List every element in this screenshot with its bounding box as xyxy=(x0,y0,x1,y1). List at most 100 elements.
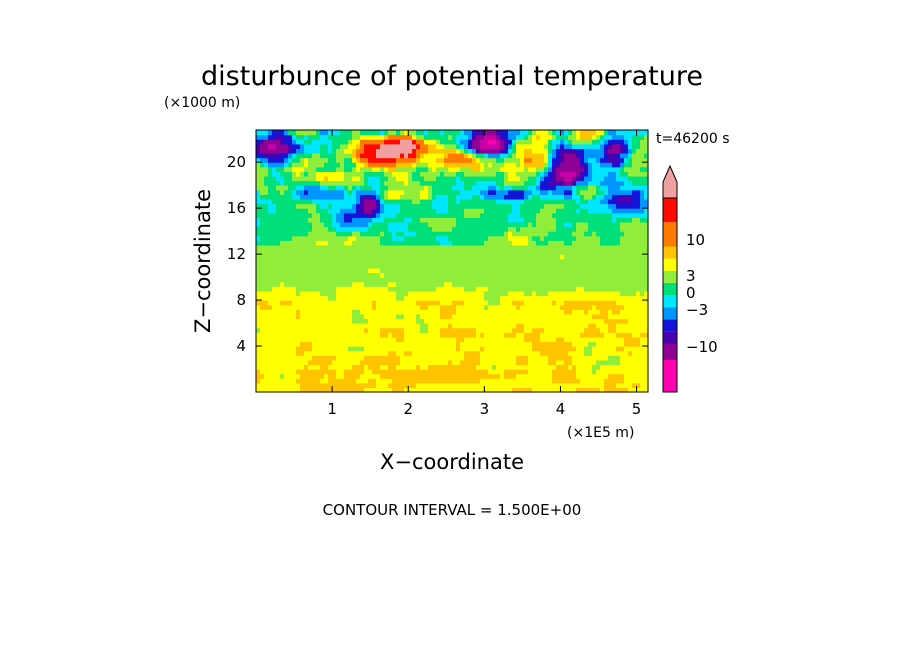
heatmap-cell xyxy=(452,180,457,186)
heatmap-cell xyxy=(260,323,265,329)
heatmap-cell xyxy=(348,208,353,214)
heatmap-cell xyxy=(540,272,545,278)
heatmap-cell xyxy=(456,327,461,333)
heatmap-cell xyxy=(436,359,441,366)
heatmap-cell xyxy=(352,281,357,287)
heatmap-cell xyxy=(388,387,393,393)
heatmap-cell xyxy=(588,300,593,306)
heatmap-cell xyxy=(364,359,369,366)
heatmap-cell xyxy=(472,166,477,172)
heatmap-cell xyxy=(504,166,509,172)
heatmap-cell xyxy=(500,382,505,389)
heatmap-cell xyxy=(320,369,325,375)
heatmap-cell xyxy=(464,212,469,218)
heatmap-cell xyxy=(564,143,569,149)
heatmap-cell xyxy=(512,341,517,347)
heatmap-cell xyxy=(568,318,573,324)
heatmap-cell xyxy=(292,300,297,306)
heatmap-cell xyxy=(280,185,285,191)
heatmap-cell xyxy=(412,327,417,333)
heatmap-cell xyxy=(296,235,301,241)
heatmap-cell xyxy=(408,290,413,297)
heatmap-cell xyxy=(268,327,273,333)
heatmap-cell xyxy=(520,304,525,310)
heatmap-cell xyxy=(440,369,445,375)
heatmap-cell xyxy=(392,346,397,352)
heatmap-cell xyxy=(492,281,497,287)
heatmap-cell xyxy=(584,373,589,379)
heatmap-cell xyxy=(492,272,497,278)
heatmap-cell xyxy=(592,313,597,320)
heatmap-cell xyxy=(524,194,529,200)
heatmap-cell xyxy=(324,267,329,274)
heatmap-cell xyxy=(368,336,373,343)
heatmap-cell xyxy=(428,157,433,163)
heatmap-cell xyxy=(480,313,485,320)
heatmap-cell xyxy=(592,208,597,214)
heatmap-cell xyxy=(536,139,541,145)
heatmap-cell xyxy=(568,185,573,191)
heatmap-cell xyxy=(288,203,293,209)
heatmap-cell xyxy=(464,286,469,292)
heatmap-cell xyxy=(280,221,285,228)
heatmap-cell xyxy=(404,217,409,223)
heatmap-cell xyxy=(456,254,461,260)
heatmap-cell xyxy=(420,286,425,292)
heatmap-cell xyxy=(316,327,321,333)
heatmap-cell xyxy=(284,272,289,278)
heatmap-cell xyxy=(468,323,473,329)
heatmap-cell xyxy=(584,267,589,274)
heatmap-cell xyxy=(360,355,365,361)
heatmap-cell xyxy=(376,166,381,172)
heatmap-cell xyxy=(540,295,545,301)
heatmap-cell xyxy=(320,231,325,237)
heatmap-cell xyxy=(440,226,445,232)
heatmap-cell xyxy=(328,359,333,366)
heatmap-cell xyxy=(600,286,605,292)
heatmap-cell xyxy=(516,185,521,191)
heatmap-cell xyxy=(340,249,345,255)
heatmap-cell xyxy=(304,180,309,186)
heatmap-cell xyxy=(568,300,573,306)
heatmap-cell xyxy=(456,139,461,145)
heatmap-cell xyxy=(332,185,337,191)
heatmap-cell xyxy=(340,286,345,292)
heatmap-cell xyxy=(488,359,493,366)
heatmap-cell xyxy=(592,387,597,393)
heatmap-cell xyxy=(588,148,593,154)
heatmap-cell xyxy=(456,318,461,324)
heatmap-cell xyxy=(412,212,417,218)
heatmap-cell xyxy=(356,217,361,223)
heatmap-cell xyxy=(332,130,337,136)
heatmap-cell xyxy=(420,208,425,214)
heatmap-cell xyxy=(368,369,373,375)
heatmap-cell xyxy=(572,157,577,163)
heatmap-cell xyxy=(288,323,293,329)
heatmap-cell xyxy=(344,203,349,209)
heatmap-cell xyxy=(356,387,361,393)
heatmap-cell xyxy=(384,254,389,260)
heatmap-cell xyxy=(368,231,373,237)
heatmap-cell xyxy=(292,203,297,209)
heatmap-cell xyxy=(444,309,449,315)
heatmap-cell xyxy=(428,258,433,264)
heatmap-cell xyxy=(596,313,601,320)
heatmap-cell xyxy=(272,139,277,145)
heatmap-cell xyxy=(492,134,497,140)
heatmap-cell xyxy=(564,286,569,292)
heatmap-cell xyxy=(472,221,477,228)
heatmap-cell xyxy=(480,304,485,310)
heatmap-cell xyxy=(280,249,285,255)
heatmap-cell xyxy=(380,313,385,320)
heatmap-cell xyxy=(360,332,365,338)
heatmap-cell xyxy=(564,346,569,352)
heatmap-cell xyxy=(536,212,541,218)
heatmap-cell xyxy=(360,162,365,168)
heatmap-cell xyxy=(492,194,497,200)
heatmap-cell xyxy=(308,152,313,159)
heatmap-cell xyxy=(528,166,533,172)
heatmap-cell xyxy=(392,175,397,182)
heatmap-cell xyxy=(380,244,385,251)
heatmap-cell xyxy=(364,180,369,186)
heatmap-cell xyxy=(396,244,401,251)
